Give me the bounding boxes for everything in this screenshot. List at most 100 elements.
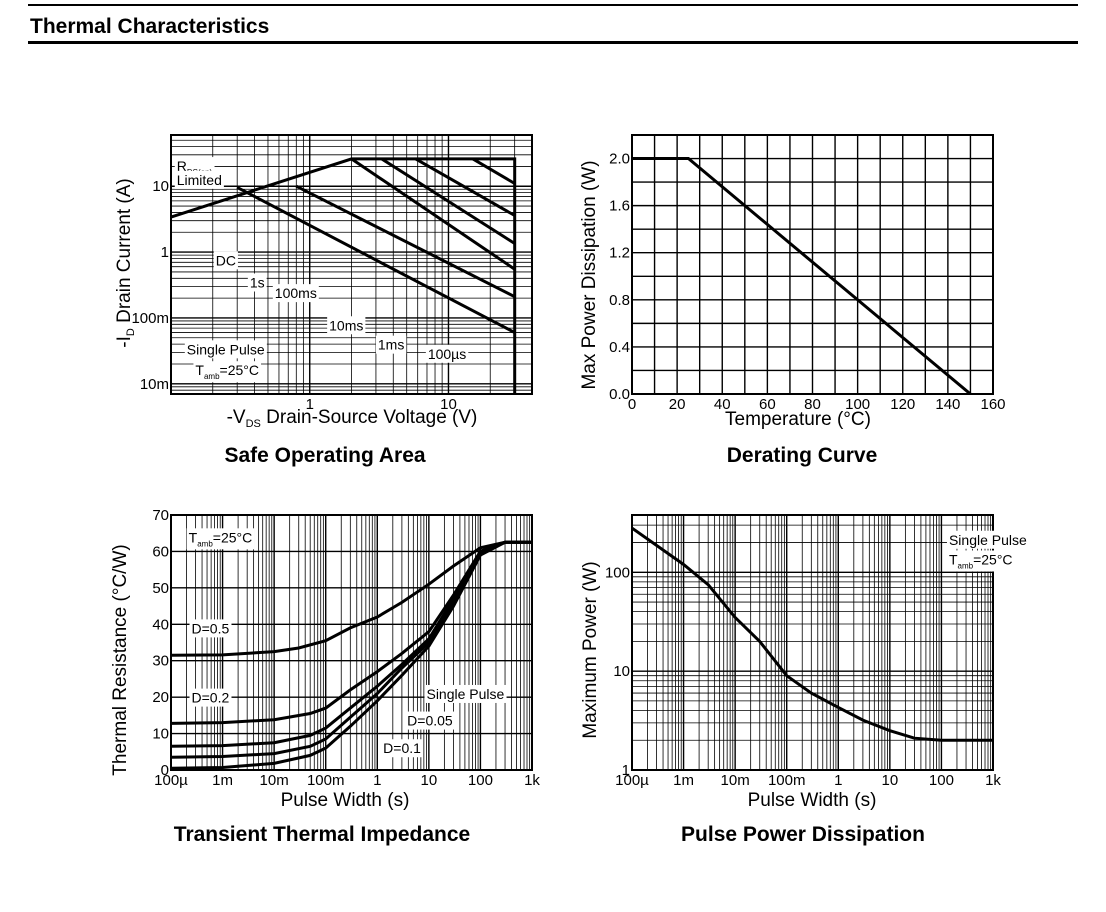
series-line-zth-4: [171, 540, 532, 770]
x-tick-label: 100: [929, 772, 954, 789]
series-line-soa-5: [414, 157, 516, 217]
x-tick-label: 100µ: [615, 772, 649, 789]
annotation-bg: [375, 335, 407, 354]
x-tick-label: 100m: [768, 772, 806, 789]
y-tick-label: 10m: [140, 376, 169, 393]
plot-frame-soa: [170, 134, 533, 395]
y-axis-label-group: Thermal Resistance (°C/W): [110, 544, 131, 775]
annotation-bg: [184, 340, 267, 359]
y-axis-label: Max Power Dissipation (W): [579, 160, 600, 389]
series-line-soa-0: [171, 157, 517, 394]
annotation-text: 100µs: [428, 346, 466, 362]
x-tick-label: 100: [845, 396, 870, 413]
annotation: Tamb=25°C: [946, 550, 1015, 572]
x-tick-label: 120: [890, 396, 915, 413]
annotation-text: DC: [216, 252, 236, 268]
annotation-text: Tamb=25°C: [189, 529, 253, 548]
annotation-text: 1s: [250, 274, 265, 290]
chart-title: Derating Curve: [727, 444, 878, 467]
series-line-soa-1: [236, 186, 516, 334]
x-tick-label: 100: [468, 772, 493, 789]
annotation-text: Single Pulse: [187, 341, 265, 357]
annotation: D=0.1: [381, 739, 424, 758]
annotation-bg: [189, 619, 232, 638]
annotation: Single Pulse: [946, 530, 1030, 549]
y-tick-label: 10: [152, 178, 169, 195]
annotation-bg: [424, 684, 507, 703]
grid-derating: [632, 135, 993, 394]
annotation: Tamb=25°C: [186, 528, 255, 550]
y-tick-label: 0.0: [609, 386, 630, 403]
series-group-derating: [632, 157, 972, 394]
y-tick-label: 100m: [131, 310, 169, 327]
x-axis-label: Pulse Width (s): [748, 790, 877, 811]
series-line-soa-3: [350, 157, 516, 271]
annotation: D=0.2: [189, 688, 232, 707]
plot-frame-derating: [631, 134, 994, 395]
x-tick-label: 160: [980, 396, 1005, 413]
annotation-bg: [174, 170, 224, 189]
y-axis-label-group: Max Power Dissipation (W): [579, 160, 600, 389]
x-tick-label: 100µ: [154, 772, 188, 789]
y-tick-label: 60: [152, 543, 169, 560]
annotation-text: 100ms: [275, 285, 317, 301]
y-tick-label: 2.0: [609, 151, 630, 168]
plot-frame-ppd: [631, 514, 994, 771]
y-axis-label: Maximum Power (W): [580, 561, 601, 738]
x-axis-label: Temperature (°C): [725, 409, 871, 430]
y-axis-label-group: Maximum Power (W): [580, 561, 601, 738]
annotation-bg: [186, 528, 255, 550]
y-axis-label: -ID Drain Current (A): [114, 178, 137, 347]
y-axis-label-group: -ID Drain Current (A): [114, 178, 137, 347]
annotation-text: Single Pulse: [949, 532, 1027, 548]
x-tick-label: 1: [834, 772, 842, 789]
annotation-bg: [381, 739, 424, 758]
y-tick-label: 40: [152, 616, 169, 633]
grid-ppd: [632, 515, 993, 770]
annotation-bg: [327, 316, 366, 335]
annotation-text: D=0.1: [383, 740, 421, 756]
annotation: D=0.5: [189, 619, 232, 638]
chart-title: Transient Thermal Impedance: [174, 823, 470, 846]
y-tick-label: 1: [161, 244, 169, 261]
x-tick-label: 1m: [212, 772, 233, 789]
annotation: Single Pulse: [184, 340, 267, 359]
x-tick-label: 10: [421, 772, 438, 789]
annotation-bg: [193, 361, 262, 383]
annotation-text: Tamb=25°C: [195, 362, 259, 381]
y-tick-label: 100: [605, 564, 630, 581]
annotation: 10ms: [327, 316, 366, 335]
x-tick-label: 1k: [985, 772, 1001, 789]
x-tick-label: 100m: [307, 772, 345, 789]
x-axis-label: -VDS Drain-Source Voltage (V): [227, 407, 478, 430]
x-tick-label: 20: [669, 396, 686, 413]
y-tick-label: 1.2: [609, 245, 630, 262]
x-tick-label: 1k: [524, 772, 540, 789]
x-tick-label: 10: [882, 772, 899, 789]
y-axis-label: Thermal Resistance (°C/W): [110, 544, 131, 775]
y-tick-label: 0.8: [609, 292, 630, 309]
annotation: 100µs: [425, 344, 469, 363]
y-tick-label: 10: [152, 726, 169, 743]
chart-ppd: 100µ 1m 10m 100m 1 10 100 1k 1 10 100 Pulse Width (…: [580, 514, 1030, 846]
annotation-bg: [272, 284, 319, 303]
plot-frame-zth: [170, 514, 533, 771]
y-tick-label: 0.4: [609, 339, 630, 356]
series-line-zth-3: [171, 540, 532, 759]
annotation-bg: [946, 550, 1015, 572]
annotation-bg: [425, 344, 469, 363]
series-group-ppd: [632, 526, 993, 742]
x-tick-label: 40: [714, 396, 731, 413]
annotation-text: 1ms: [378, 337, 404, 353]
annotation: Single Pulse: [424, 684, 507, 703]
annotation: 1s: [247, 273, 267, 292]
series-line-ppd-0: [632, 526, 993, 742]
series-line-zth-2: [171, 540, 532, 748]
x-tick-label: 10m: [260, 772, 289, 789]
x-tick-label: 60: [759, 396, 776, 413]
series-line-derating-0: [632, 157, 972, 394]
annotation: 1ms: [375, 335, 407, 354]
x-tick-label: 0: [628, 396, 636, 413]
grid-zth: [171, 515, 532, 770]
